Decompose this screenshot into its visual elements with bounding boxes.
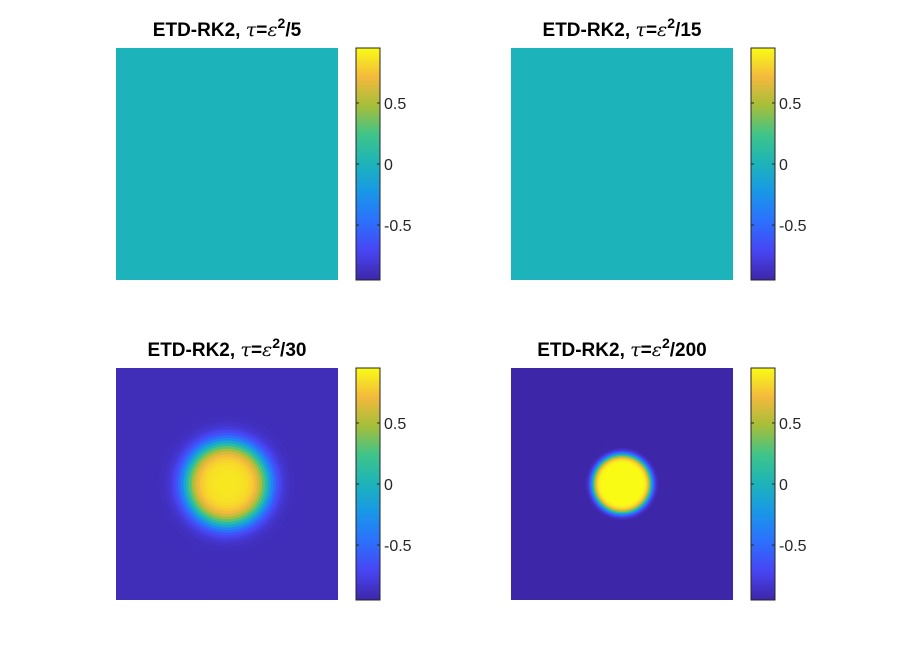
colorbar-tick-label: -0.5 [384, 538, 412, 555]
panel-2: ETD-RK2, τ=ε2/15 0.5 0 -0.5 [511, 15, 807, 281]
colorbar-tick-label: -0.5 [384, 218, 412, 235]
colorbar-tick-label: -0.5 [779, 218, 807, 235]
heatmap-ring [620, 482, 624, 486]
colorbar-tick-label: 0 [384, 157, 393, 174]
heatmap-field [116, 48, 338, 280]
chart-title: ETD-RK2, τ=ε2/30 [148, 335, 307, 361]
colorbar-tick-label: 0 [384, 477, 393, 494]
chart-title: ETD-RK2, τ=ε2/5 [153, 15, 302, 41]
panels-group: ETD-RK2, τ=ε2/5 0.5 0 -0.5 ETD-RK2, τ=ε2/15 0… [116, 15, 807, 601]
panel-3: ETD-RK2, τ=ε2/30 0.5 0 -0.5 [116, 335, 412, 601]
colorbar-tick-label: 0 [779, 477, 788, 494]
colorbar-tick-label: -0.5 [779, 538, 807, 555]
colorbar [356, 48, 380, 280]
colorbar-tick-label: 0 [779, 157, 788, 174]
colorbar [356, 368, 380, 600]
colorbar [751, 48, 775, 280]
colorbar-tick-label: 0.5 [779, 96, 801, 113]
chart-title: ETD-RK2, τ=ε2/15 [543, 15, 702, 41]
colorbar-tick-label: 0.5 [384, 96, 406, 113]
heatmap-ring [224, 481, 230, 487]
colorbar [751, 368, 775, 600]
panel-4: ETD-RK2, τ=ε2/200 0.5 0 -0.5 [511, 335, 807, 601]
heatmap-field [511, 48, 733, 280]
colorbar-tick-label: 0.5 [779, 416, 801, 433]
colorbar-tick-label: 0.5 [384, 416, 406, 433]
panel-1: ETD-RK2, τ=ε2/5 0.5 0 -0.5 [116, 15, 412, 281]
chart-title: ETD-RK2, τ=ε2/200 [537, 335, 707, 361]
